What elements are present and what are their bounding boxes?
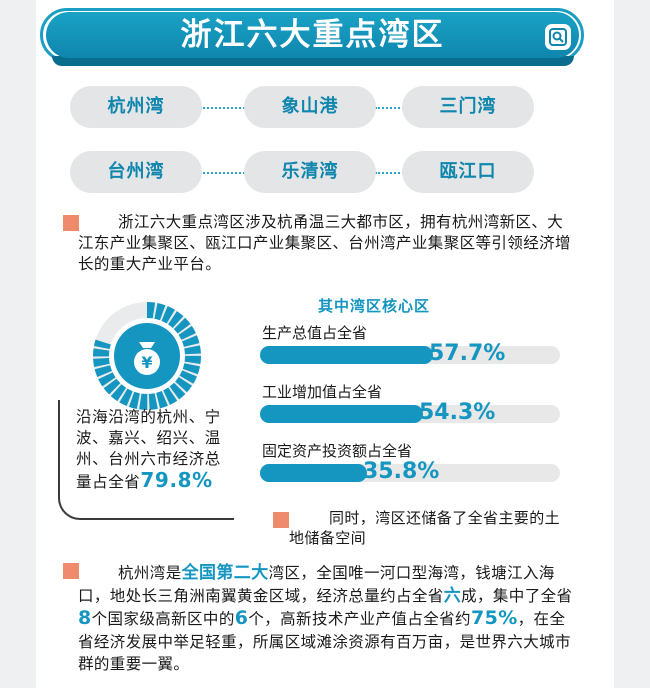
coastal-text: 沿海沿湾的杭州、宁波、嘉兴、绍兴、温州、台州六市经济总量占全省79.8% <box>76 407 236 493</box>
intro-paragraph: 浙江六大重点湾区涉及杭甬温三大都市区，拥有杭州湾新区、大江东产业集聚区、瓯江口产… <box>78 213 571 273</box>
coastal-box <box>58 400 234 520</box>
hz-highlight-pct: 75% <box>470 607 518 629</box>
connector-dots <box>200 172 280 174</box>
metric-bar-investment <box>260 464 367 482</box>
hz-highlight-total: 8 <box>78 607 92 629</box>
section-marker <box>63 215 79 231</box>
metric-label-industry: 工业增加值占全省 <box>262 383 383 401</box>
hz-highlight-share: 六 <box>443 585 462 606</box>
coastal-text-prefix: 沿海沿湾的杭州、宁波、嘉兴、绍兴、温州、台州六市经济总量占全省 <box>76 408 221 491</box>
donut-arc <box>93 302 201 410</box>
core-title: 其中湾区核心区 <box>318 297 431 315</box>
metric-label-gdp: 生产总值占全省 <box>262 324 368 342</box>
hz-text: 个，高新技术产业产值占全省约 <box>248 610 471 628</box>
land-note: 同时，湾区还储备了全省主要的土地储备空间 <box>289 509 561 547</box>
hz-text: 杭州湾是 <box>118 564 182 582</box>
page-title: 浙江六大重点湾区 <box>46 12 579 58</box>
right-margin <box>614 0 650 688</box>
left-margin <box>0 0 36 688</box>
coastal-value: 79.8% <box>140 468 213 492</box>
svg-text:¥: ¥ <box>141 353 152 372</box>
hz-highlight-count: 6 <box>234 607 249 629</box>
metric-value-investment: 35.8% <box>363 459 440 484</box>
share-donut-chart: ¥ <box>93 302 201 410</box>
hangzhou-paragraph: 杭州湾是全国第二大湾区，全国唯一河口型海湾，钱塘江入海口，地处长三角洲南翼黄金区… <box>78 562 578 676</box>
zoom-icon[interactable] <box>545 24 571 50</box>
hz-text: ，在全省经济发展中举足轻重，所属区域滩涂资源有百万亩，是世界六大城市群的重要一翼… <box>78 610 571 673</box>
section-marker <box>273 512 289 528</box>
hz-highlight-rank: 全国第二大 <box>181 563 269 583</box>
metric-label-investment: 固定资产投资额占全省 <box>262 442 413 460</box>
metric-value-gdp: 57.7% <box>429 341 506 366</box>
bay-pill-taizhou: 台州湾 <box>70 151 202 193</box>
metric-value-industry: 54.3% <box>419 400 496 425</box>
hz-text: 成，集中了全省 <box>461 586 573 605</box>
bay-pill-oujiang: 瓯江口 <box>402 151 534 193</box>
section-marker <box>63 563 79 579</box>
money-bag-icon: ¥ <box>134 342 160 375</box>
metric-bar-gdp <box>260 346 433 364</box>
connector-dots <box>200 107 280 109</box>
bay-pill-yueqing: 乐清湾 <box>244 151 376 193</box>
bay-pill-hangzhou: 杭州湾 <box>70 86 202 128</box>
metric-bar-industry <box>260 405 423 423</box>
bay-pill-sanmen: 三门湾 <box>402 86 534 128</box>
title-banner-shadow <box>52 56 574 66</box>
bay-pill-xiangshan: 象山港 <box>244 86 376 128</box>
hz-text: 湾区，全国唯一河口型海湾，钱塘江入海口，地处长三角洲南翼黄金区域，经济总量约占全… <box>78 564 555 605</box>
hz-text: 个国家级高新区中的 <box>91 610 235 628</box>
